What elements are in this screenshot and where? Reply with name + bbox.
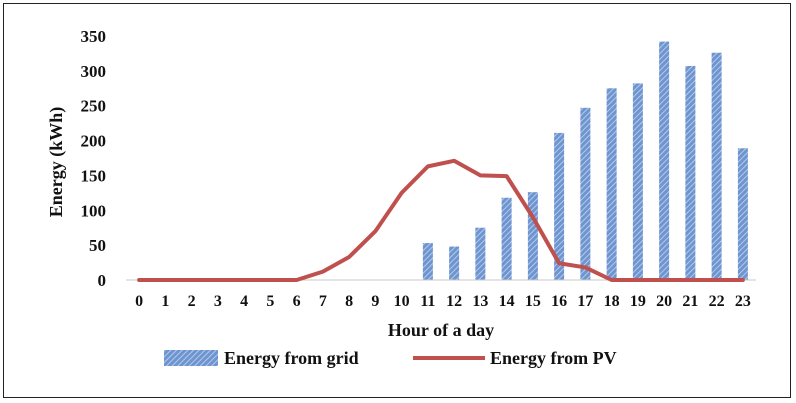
y-tick-label: 300 [81,62,107,81]
grid-bar-hour-14 [501,197,512,280]
x-tick-label: 21 [682,293,698,310]
grid-bar-hour-16 [554,132,565,280]
grid-bar-hour-22 [711,52,722,280]
legend-pv-label: Energy from PV [490,348,617,368]
grid-bar-hour-21 [685,65,696,280]
y-tick-label: 100 [81,201,107,220]
grid-bar-hour-19 [632,83,643,280]
grid-bar-hour-11 [422,243,433,280]
y-tick-label: 50 [89,236,106,255]
legend-grid-label: Energy from grid [224,348,359,368]
x-tick-label: 2 [188,293,196,310]
x-tick-label: 8 [345,293,353,310]
x-tick-label: 23 [735,293,751,310]
x-tick-label: 11 [420,293,435,310]
x-tick-label: 19 [630,293,646,310]
x-tick-label: 14 [499,293,515,310]
y-tick-label: 150 [81,166,107,185]
x-tick-label: 0 [135,293,143,310]
x-tick-label: 18 [604,293,620,310]
pv-energy-line-layer [137,158,745,282]
y-axis-label: Energy (kWh) [46,107,67,218]
y-tick-label: 350 [81,27,107,46]
x-tick-label: 1 [161,293,169,310]
x-tick-label: 15 [525,293,541,310]
grid-bar-hour-12 [449,246,460,280]
grid-bar-hour-17 [580,107,591,280]
x-tick-label: 5 [266,293,274,310]
pv-energy-line [137,158,745,282]
grid-energy-bars [422,41,748,281]
x-tick-label: 7 [319,293,327,310]
x-tick-label: 20 [656,293,672,310]
x-tick-label: 6 [293,293,301,310]
grid-bar-hour-20 [659,41,670,280]
grid-bar-hour-18 [606,88,617,281]
y-tick-label: 250 [81,97,107,116]
x-tick-label: 3 [214,293,222,310]
x-tick-label: 22 [709,293,725,310]
x-tick-label: 13 [472,293,488,310]
x-tick-label: 16 [551,293,567,310]
grid-bar-hour-15 [527,192,538,280]
x-tick-label: 12 [446,293,462,310]
y-tick-label: 0 [98,271,107,290]
legend-grid-swatch [164,350,218,366]
x-tick-label: 4 [240,293,248,310]
legend: Energy from grid Energy from PV [164,348,617,368]
y-tick-label: 200 [81,132,107,151]
x-tick-label: 17 [577,293,593,310]
x-axis-tick-labels: 0 1 2 3 4 5 6 7 8 9 10 11 12 13 14 15 16 17 18 19 20 21 22 23 [135,293,751,310]
grid-bar-hour-13 [475,227,486,280]
chart-frame [3,3,791,398]
x-axis-label: Hour of a day [388,320,494,340]
x-tick-label: 9 [371,293,379,310]
grid-bar-hour-23 [737,148,748,280]
y-axis-tick-labels: 0 50 100 150 200 250 300 350 [81,27,107,290]
x-tick-label: 10 [394,293,410,310]
